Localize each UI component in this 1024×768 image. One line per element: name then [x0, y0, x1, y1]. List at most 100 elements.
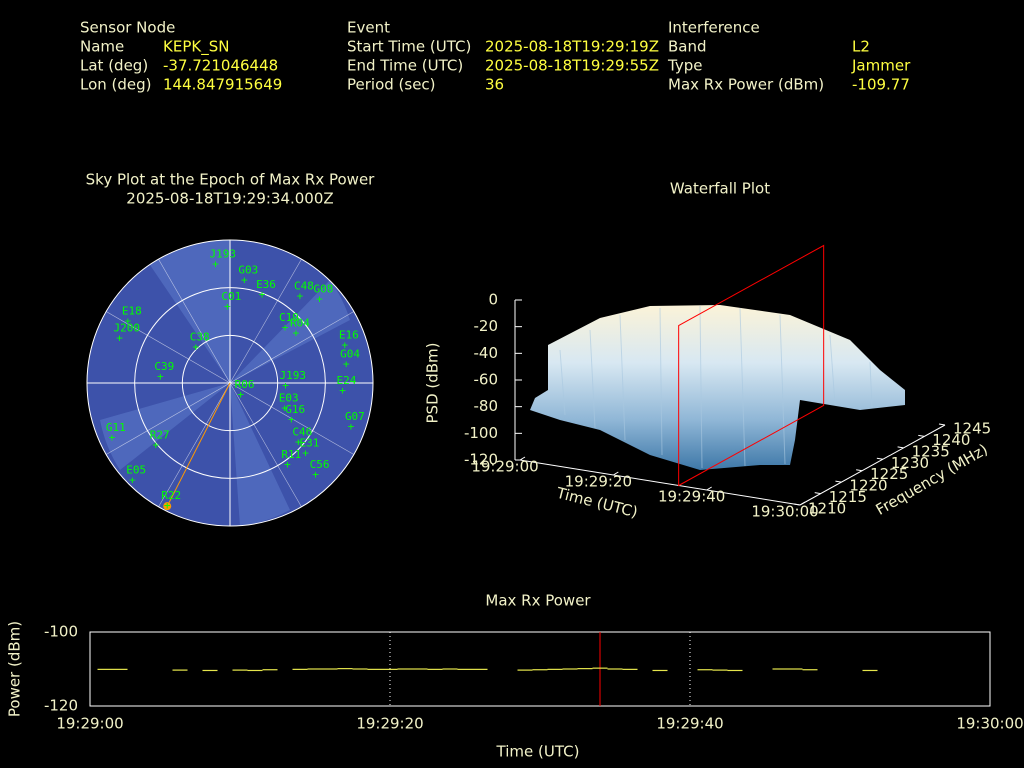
y-tick	[897, 446, 904, 449]
surface	[530, 305, 905, 470]
satellite-mark: +	[152, 438, 159, 451]
y-tick	[835, 480, 842, 483]
x-tick-label: 19:30:00	[751, 503, 818, 521]
satellite-label: J193	[209, 248, 236, 261]
x-tick-label: 19:29:00	[56, 715, 123, 733]
y-tick-label: 1240	[932, 431, 970, 449]
y-tick-label: 1235	[912, 442, 950, 460]
y-tick-label: 1245	[953, 420, 991, 438]
y-tick-label: -100	[44, 623, 78, 641]
satellite-mark: +	[281, 402, 288, 415]
satellite-mark: +	[284, 458, 291, 471]
satellite-mark: +	[237, 388, 244, 401]
satellite-mark: +	[212, 258, 219, 271]
surface-shading	[559, 305, 873, 469]
satellite-label: R04	[290, 316, 310, 329]
sky-plot: Sky Plot at the Epoch of Max Rx Power202…	[86, 171, 375, 527]
highlight-dot	[163, 502, 172, 511]
field-label: Max Rx Power (dBm)	[668, 76, 824, 94]
x-tick	[519, 456, 526, 461]
y-tick	[876, 457, 883, 460]
satellite-mark: +	[348, 420, 355, 433]
y-tick	[918, 434, 925, 437]
satellite-label: G03	[238, 264, 258, 277]
satellite-label: C39	[154, 360, 174, 373]
section-title: Event	[347, 19, 390, 37]
satellite-label: R06	[235, 378, 255, 391]
field-value: 2025-08-18T19:29:19Z	[485, 38, 659, 56]
satellite-mark: +	[342, 339, 349, 352]
z-tick-label: -20	[474, 317, 499, 335]
z-tick-label: -80	[474, 397, 499, 415]
z-tick-label: -40	[474, 344, 499, 362]
epoch-plane	[678, 244, 825, 487]
x-tick-label: 19:29:00	[471, 458, 538, 476]
satellite-mark: +	[259, 288, 266, 301]
satellite-label: E18	[122, 305, 142, 318]
field-value: L2	[852, 38, 870, 56]
satellite-label: C19	[279, 311, 299, 324]
max-power-chart: Max Rx Power 19:29:00 19:29:20 19:29:40 19:3…	[6, 592, 1024, 761]
x-tick	[706, 486, 712, 491]
section-title: Sensor Node	[80, 19, 175, 37]
satellite-label: E16	[339, 329, 359, 342]
satellite-mark: +	[316, 293, 323, 306]
satellite-label: E31	[300, 436, 320, 449]
time-axis	[519, 459, 801, 506]
x-tick-label: 19:29:20	[565, 473, 632, 491]
x-tick-label: 19:30:00	[956, 715, 1023, 733]
x-tick	[799, 501, 806, 506]
field-label: Period (sec)	[347, 76, 436, 94]
satellite-mark: +	[192, 341, 199, 354]
y-tick-label: 1225	[870, 465, 908, 483]
satellite-label: E24	[337, 374, 357, 387]
satellite-label: C48	[294, 280, 314, 293]
field-value: 2025-08-18T19:29:55Z	[485, 57, 659, 75]
satellite-label: E03	[279, 392, 299, 405]
y-tick-label: 1215	[829, 488, 867, 506]
frequency-axis	[799, 424, 946, 506]
field-label: Start Time (UTC)	[347, 38, 471, 56]
satellite-label: E05	[126, 464, 146, 477]
x-tick	[613, 471, 619, 476]
chart-title: Waterfall Plot	[670, 180, 770, 198]
satellite-mark: +	[339, 384, 346, 397]
field-value: KEPK_SN	[163, 38, 229, 57]
satellite-label: G16	[285, 403, 305, 416]
satellite-mark: +	[129, 474, 136, 487]
satellite-label: G11	[106, 421, 126, 434]
field-label: Band	[668, 38, 707, 56]
satellite-mark: +	[343, 358, 350, 371]
y-tick-label: 1210	[808, 500, 846, 518]
y-tick	[938, 423, 946, 426]
z-tick-label: -100	[464, 424, 498, 442]
satellite-mark: +	[293, 326, 300, 339]
satellite-label: G08	[313, 283, 333, 296]
x-tick-label: 19:29:40	[656, 715, 723, 733]
z-tick-label: 0	[488, 291, 498, 309]
satellite-mark: +	[302, 446, 309, 459]
satellite-label: C46	[292, 425, 312, 438]
field-value: -37.721046448	[163, 57, 278, 75]
y-tick	[814, 492, 821, 495]
z-tick-label: -60	[474, 371, 499, 389]
field-value: 36	[485, 76, 504, 94]
z-axis-label: PSD (dBm)	[424, 342, 442, 423]
satellite-label: R22	[161, 489, 181, 502]
y-tick	[793, 503, 801, 506]
satellite-label: J200	[114, 321, 141, 334]
chart-title: Max Rx Power	[485, 592, 591, 610]
x-tick-label: 19:29:20	[356, 715, 423, 733]
satellite-mark: +	[241, 274, 248, 287]
satellite-mark: +	[116, 331, 123, 344]
chart-subtitle: 2025-08-18T19:29:34.000Z	[126, 190, 333, 208]
field-value: -109.77	[852, 76, 910, 94]
y-axis-label: Power (dBm)	[6, 621, 24, 717]
satellite-label: C38	[190, 331, 210, 344]
field-value: 144.847915649	[163, 76, 282, 94]
satellite-label: R11	[281, 448, 301, 461]
satellite-mark: +	[224, 300, 231, 313]
y-tick-label: 1220	[849, 477, 887, 495]
y-tick-label: -120	[44, 697, 78, 715]
